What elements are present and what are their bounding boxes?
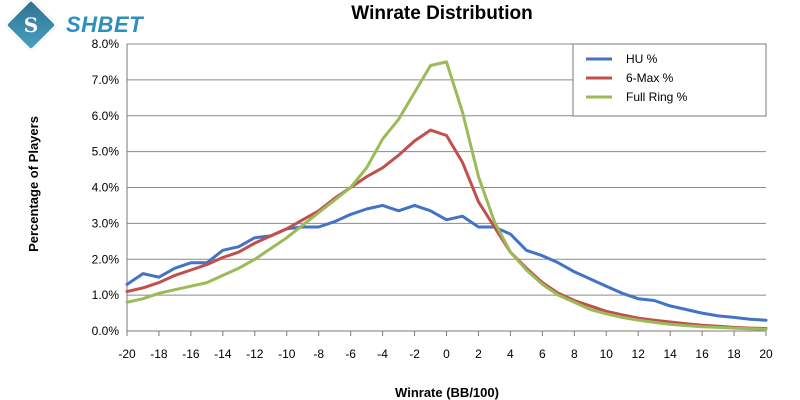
y-tick-label: 2.0% — [92, 252, 120, 266]
legend-label: 6-Max % — [626, 71, 674, 85]
legend-box — [572, 43, 767, 117]
shbet-logo: S SHBET — [2, 0, 177, 52]
series-line-6-max — [125, 128, 768, 330]
legend-label: HU % — [626, 52, 658, 66]
x-tick-label: -10 — [278, 347, 296, 361]
x-tick-label: 2 — [475, 347, 482, 361]
legend-label: Full Ring % — [626, 90, 688, 104]
x-axis-label: Winrate (BB/100) — [395, 385, 499, 400]
x-tick-label: 8 — [571, 347, 578, 361]
x-tick-label: 18 — [727, 347, 741, 361]
y-axis-ticks: 0.0% 1.0% 2.0% 3.0% 4.0% 5.0% 6.0% 7.0% 8.0% — [92, 37, 120, 338]
x-tick-label: 6 — [539, 347, 546, 361]
x-tick-label: -6 — [345, 347, 356, 361]
x-axis-ticks: -20 -18 -16 -14 -12 -10 -8 -6 -4 -2 0 2 4 6 8 10 12 14 16 1… — [118, 331, 773, 361]
y-axis-label: Percentage of Players — [26, 116, 41, 252]
x-tick-label: 10 — [600, 347, 614, 361]
x-tick-label: 0 — [443, 347, 450, 361]
x-tick-label: -4 — [377, 347, 388, 361]
x-tick-label: -8 — [313, 347, 324, 361]
gridlines — [126, 43, 766, 332]
series-line-hu — [125, 203, 768, 322]
y-tick-label: 8.0% — [92, 37, 120, 51]
logo-diamond-icon: S — [4, 0, 58, 52]
series-line-full-ring — [125, 60, 768, 331]
series-lines — [125, 60, 768, 331]
x-tick-label: -2 — [409, 347, 420, 361]
x-tick-label: -18 — [150, 347, 168, 361]
x-tick-label: 16 — [695, 347, 709, 361]
y-tick-label: 0.0% — [92, 324, 120, 338]
x-tick-label: -12 — [246, 347, 264, 361]
y-tick-label: 4.0% — [92, 181, 120, 195]
y-tick-label: 3.0% — [92, 216, 120, 230]
logo-text: SHBET — [66, 12, 144, 37]
x-tick-label: 12 — [632, 347, 646, 361]
chart-title: Winrate Distribution — [351, 3, 532, 24]
x-tick-label: -14 — [214, 347, 232, 361]
legend: HU % 6-Max % Full Ring % — [572, 43, 767, 117]
y-tick-label: 6.0% — [92, 109, 120, 123]
x-tick-label: -20 — [118, 347, 136, 361]
y-tick-label: 7.0% — [92, 73, 120, 87]
x-tick-label: -16 — [182, 347, 200, 361]
y-tick-label: 1.0% — [92, 288, 120, 302]
x-tick-label: 14 — [663, 347, 677, 361]
x-tick-label: 4 — [507, 347, 514, 361]
y-tick-label: 5.0% — [92, 145, 120, 159]
x-tick-label: 20 — [759, 347, 773, 361]
